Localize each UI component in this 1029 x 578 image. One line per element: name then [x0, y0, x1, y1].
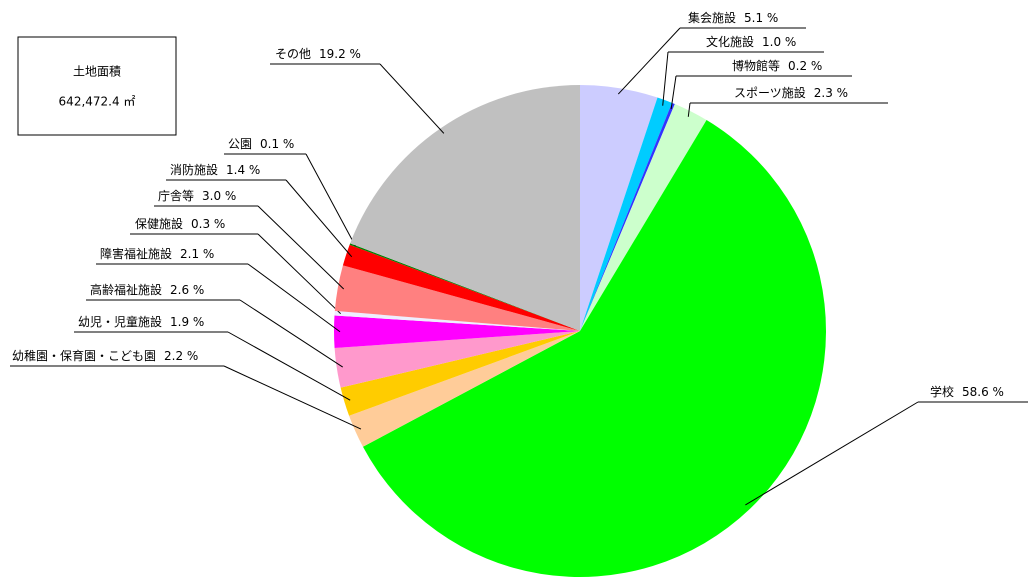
pie-slice	[342, 244, 580, 331]
pie-slice	[334, 310, 580, 331]
pie-slice	[349, 243, 580, 331]
category-label: 文化施設	[706, 34, 754, 49]
pie-slice	[349, 331, 580, 447]
category-label: 博物館等	[732, 58, 780, 73]
value-label: 3.0 %	[202, 189, 236, 203]
category-label: 消防施設	[170, 162, 218, 177]
pie-slice	[580, 102, 675, 331]
slice-label: 庁舎等 3.0 %	[158, 189, 236, 203]
slice-label: 障害福祉施設 2.1 %	[100, 246, 214, 261]
value-label: 0.3 %	[191, 217, 225, 231]
leader-line	[227, 331, 351, 401]
slice-label: スポーツ施設 2.3 %	[734, 85, 848, 100]
leader-line	[617, 27, 681, 95]
slice-label: 保健施設 0.3 %	[135, 216, 225, 231]
slice-label: 幼児・児童施設 1.9 %	[78, 314, 204, 329]
value-label: 1.9 %	[170, 315, 204, 329]
slice-label: 高齢福祉施設 2.6 %	[90, 282, 204, 297]
category-label: その他	[275, 47, 311, 61]
leader-line	[687, 102, 691, 117]
slice-label: 消防施設 1.4 %	[170, 162, 260, 177]
leader-line	[239, 299, 343, 368]
category-label: 高齢福祉施設	[90, 282, 162, 297]
category-label: 集会施設	[688, 10, 736, 25]
pie-slice	[362, 120, 826, 577]
pie-slice	[580, 104, 707, 331]
value-label: 1.4 %	[226, 163, 260, 177]
leader-line	[745, 401, 919, 506]
category-label: 幼児・児童施設	[78, 314, 162, 329]
value-label: 2.2 %	[164, 349, 198, 363]
pie-slice	[580, 97, 672, 332]
value-label: 0.2 %	[788, 59, 822, 73]
slice-label: 公園 0.1 %	[228, 137, 294, 151]
pie-slice	[580, 85, 658, 331]
category-label: 幼稚園・保育園・こども園	[12, 348, 156, 363]
leader-line	[285, 179, 353, 258]
annotation-value: 642,472.4 ㎡	[59, 95, 136, 109]
value-label: 2.6 %	[170, 283, 204, 297]
value-label: 19.2 %	[319, 47, 361, 61]
leader-line	[305, 153, 356, 247]
value-label: 2.3 %	[814, 86, 848, 100]
value-label: 1.0 %	[762, 35, 796, 49]
leader-line	[379, 63, 445, 134]
pie-slice	[350, 85, 580, 331]
value-label: 0.1 %	[260, 137, 294, 151]
category-label: 保健施設	[135, 216, 183, 231]
annotation-title: 土地面積	[73, 64, 121, 79]
pie-slice	[334, 265, 580, 331]
annotation-box	[17, 36, 177, 136]
pie-slice	[340, 331, 580, 416]
slice-label: 学校 58.6 %	[930, 384, 1004, 399]
leader-line	[247, 263, 341, 333]
slice-label: 文化施設 1.0 %	[706, 34, 796, 49]
value-label: 5.1 %	[744, 11, 778, 25]
slice-label: 集会施設 5.1 %	[688, 10, 778, 25]
category-label: 庁舎等	[158, 189, 194, 203]
category-label: 公園	[228, 137, 252, 151]
value-label: 58.6 %	[962, 385, 1004, 399]
leader-line	[223, 365, 362, 430]
category-label: 学校	[930, 384, 954, 399]
pie-slice	[334, 331, 580, 388]
pie-slice	[334, 315, 580, 348]
category-label: 障害福祉施設	[100, 246, 172, 261]
slice-label: 博物館等 0.2 %	[732, 58, 822, 73]
leader-line	[257, 205, 345, 290]
slice-label: その他 19.2 %	[275, 47, 361, 61]
leader-line	[257, 233, 341, 315]
value-label: 2.1 %	[180, 247, 214, 261]
category-label: スポーツ施設	[734, 85, 806, 100]
slice-label: 幼稚園・保育園・こども園 2.2 %	[12, 348, 198, 363]
leader-line	[662, 51, 669, 106]
leader-line	[670, 75, 677, 110]
